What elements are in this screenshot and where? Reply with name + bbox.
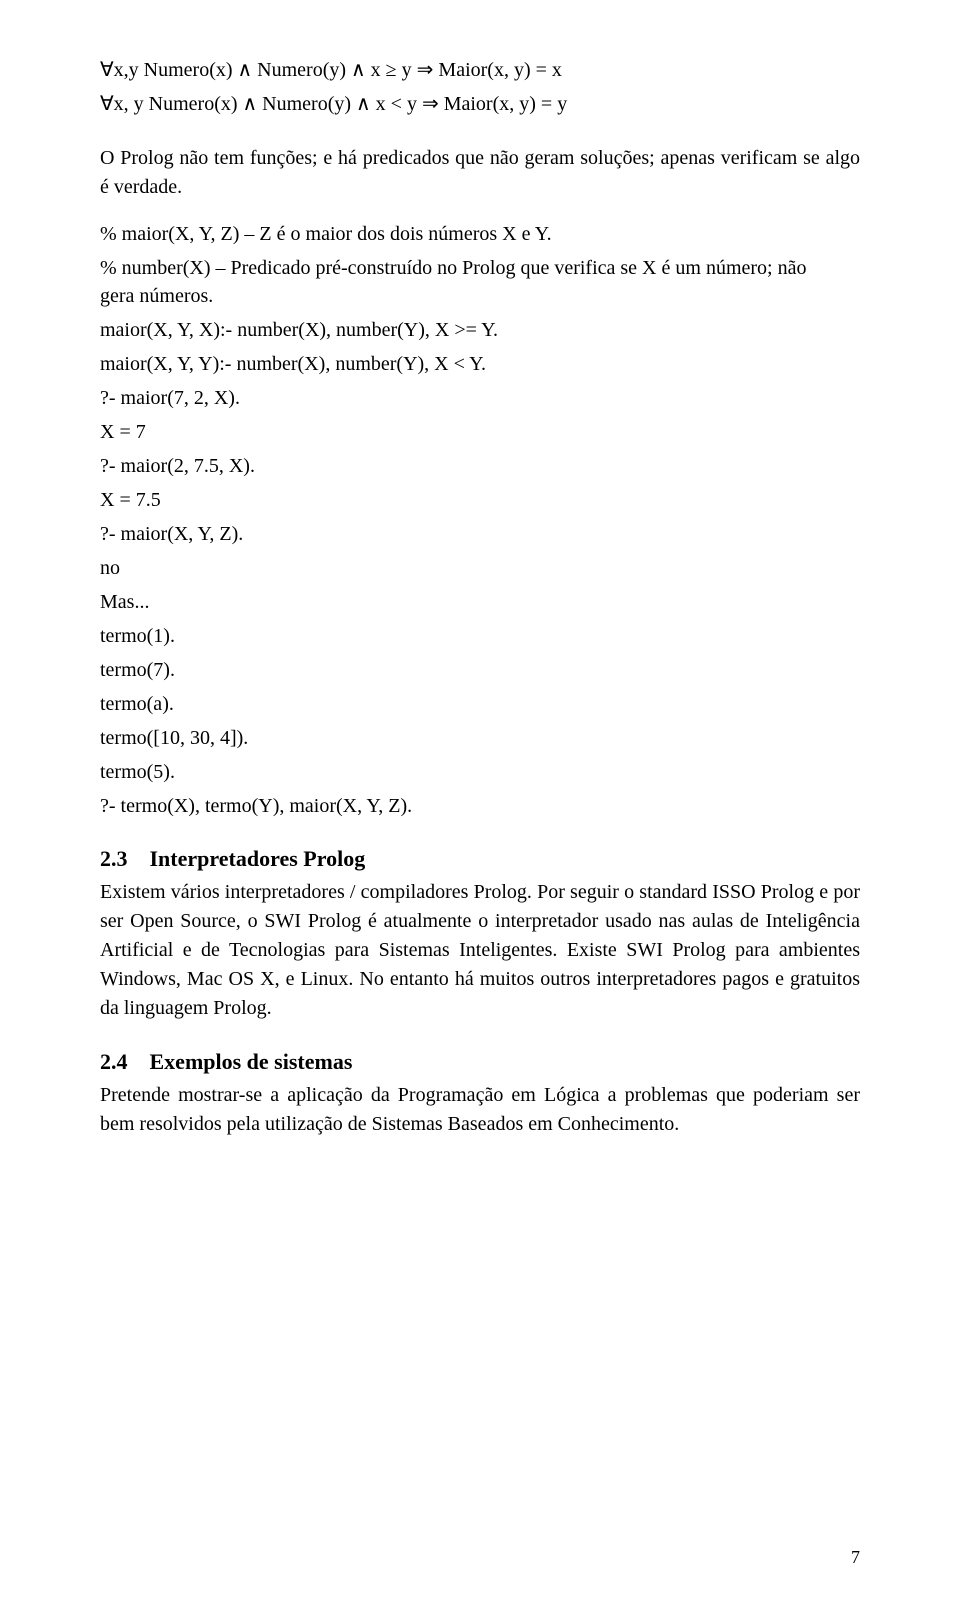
code-line: termo(7).: [100, 656, 860, 684]
code-text: X = 7.5: [100, 489, 161, 511]
paragraph-section-2-4: Pretende mostrar-se a aplicação da Progr…: [100, 1081, 860, 1139]
paragraph-section-2-3: Existem vários interpretadores / compila…: [100, 878, 860, 1023]
code-text: termo(1).: [100, 625, 175, 647]
paragraph-intro: O Prolog não tem funções; e há predicado…: [100, 144, 860, 202]
code-line: termo(1).: [100, 622, 860, 650]
code-text: maior(X, Y, Y):- number(X), number(Y), X…: [100, 353, 486, 375]
formula-text: ∀x, y Numero(x) ∧ Numero(y) ∧ x < y ⇒ Ma…: [100, 93, 567, 115]
code-text: ?- maior(2, 7.5, X).: [100, 455, 255, 477]
code-line: no: [100, 554, 860, 582]
code-line: % number(X) – Predicado pré-construído n…: [100, 254, 860, 282]
formula-line-1: ∀x,y Numero(x) ∧ Numero(y) ∧ x ≥ y ⇒ Mai…: [100, 56, 860, 84]
code-line: ?- maior(7, 2, X).: [100, 384, 860, 412]
code-line: termo(5).: [100, 758, 860, 786]
section-heading-2-3: 2.3 Interpretadores Prolog: [100, 846, 860, 872]
code-text: ?- maior(X, Y, Z).: [100, 523, 243, 545]
code-text: gera números.: [100, 285, 213, 307]
code-line: gera números.: [100, 282, 860, 310]
page-number-text: 7: [851, 1547, 860, 1567]
code-text: % maior(X, Y, Z) – Z é o maior dos dois …: [100, 223, 552, 245]
section-title: Exemplos de sistemas: [150, 1049, 353, 1074]
code-line: Mas...: [100, 588, 860, 616]
code-text: % number(X) – Predicado pré-construído n…: [100, 257, 806, 279]
formula-text: ∀x,y Numero(x) ∧ Numero(y) ∧ x ≥ y ⇒ Mai…: [100, 59, 562, 81]
code-text: maior(X, Y, X):- number(X), number(Y), X…: [100, 319, 498, 341]
code-line: X = 7.5: [100, 486, 860, 514]
code-line: termo([10, 30, 4]).: [100, 724, 860, 752]
code-line: ?- maior(X, Y, Z).: [100, 520, 860, 548]
paragraph-text: Existem vários interpretadores / compila…: [100, 881, 860, 1019]
section-title: Interpretadores Prolog: [150, 846, 366, 871]
document-page: ∀x,y Numero(x) ∧ Numero(y) ∧ x ≥ y ⇒ Mai…: [0, 0, 960, 1604]
section-heading-2-4: 2.4 Exemplos de sistemas: [100, 1049, 860, 1075]
code-line: ?- maior(2, 7.5, X).: [100, 452, 860, 480]
code-text: ?- maior(7, 2, X).: [100, 387, 240, 409]
code-text: termo([10, 30, 4]).: [100, 727, 248, 749]
code-line: ?- termo(X), termo(Y), maior(X, Y, Z).: [100, 792, 860, 820]
code-text: no: [100, 557, 120, 579]
code-text: X = 7: [100, 421, 146, 443]
code-text: termo(a).: [100, 693, 174, 715]
formula-line-2: ∀x, y Numero(x) ∧ Numero(y) ∧ x < y ⇒ Ma…: [100, 90, 860, 118]
paragraph-text: O Prolog não tem funções; e há predicado…: [100, 147, 860, 198]
code-line: maior(X, Y, Y):- number(X), number(Y), X…: [100, 350, 860, 378]
code-line: termo(a).: [100, 690, 860, 718]
code-text: ?- termo(X), termo(Y), maior(X, Y, Z).: [100, 795, 412, 817]
code-text: Mas...: [100, 591, 149, 613]
paragraph-text: Pretende mostrar-se a aplicação da Progr…: [100, 1084, 860, 1135]
section-number: 2.3: [100, 846, 144, 872]
section-number: 2.4: [100, 1049, 144, 1075]
code-line: % maior(X, Y, Z) – Z é o maior dos dois …: [100, 220, 860, 248]
code-text: termo(5).: [100, 761, 175, 783]
page-number: 7: [851, 1547, 860, 1568]
code-line: X = 7: [100, 418, 860, 446]
code-line: maior(X, Y, X):- number(X), number(Y), X…: [100, 316, 860, 344]
code-text: termo(7).: [100, 659, 175, 681]
